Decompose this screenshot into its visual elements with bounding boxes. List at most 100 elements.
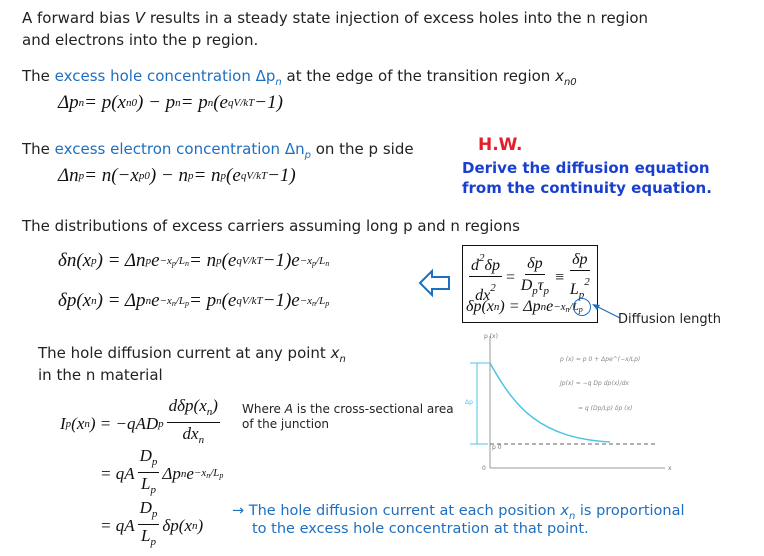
eq-subscript: n [208,97,214,109]
eq-term: n [145,295,152,307]
eq-term: −1)e [262,250,300,271]
eq-term: n [493,301,500,313]
eq-term: −1)e [262,290,300,311]
eq-subscript: p0 [139,170,150,182]
diffusion-equation: d2δp dx2 = δp Dpτp ≡ δp Lp2 [466,248,595,307]
homework-line1: Derive the diffusion equation [462,159,710,177]
eq-subscript: p [312,259,316,268]
eq-term: = qA [100,463,135,483]
eq-term: −x [193,467,207,479]
eq-term: Δp [58,92,79,113]
homework-title: H.W. [478,135,523,155]
eq-term: p [145,255,152,267]
eq-term: p [151,508,158,520]
eq-subscript: n [79,97,85,109]
eq-term: n [180,467,187,480]
eq-term: Δn [58,165,79,186]
eq-term: δp(x [162,515,192,535]
eq-term: ) − n [149,165,188,186]
eq-term: ) = −qAD [89,413,159,433]
eq-subscript: p [152,456,158,468]
eq-superscript: −xp/Ln [300,255,330,268]
eq-term: p [158,417,164,430]
eq-term: ) = Δp [96,290,146,311]
graph-ylabel: p (x) [484,333,498,340]
eq-term: ) [197,515,204,535]
diffusion-equation-box: d2δp dx2 = δp Dpτp ≡ δp Lp2 δp(x n) = Δp n e −x… [462,245,598,323]
conclusion-line1: → The hole diffusion current at each pos… [232,503,685,522]
eq-subscript: n [146,295,152,307]
electron-concentration-text: The excess electron concentration Δnp on… [22,140,414,161]
eq-fraction: Dp Lp [137,498,160,553]
graph-xlabel: x [668,465,672,472]
eq-term: (e [213,92,228,113]
left-arrow-icon [418,268,450,298]
eq-term: p [216,255,222,267]
eq-subscript: p [146,255,152,267]
eq-term: = [504,268,516,286]
eq-subscript: n [541,301,547,313]
where-text-line1: Where A is the cross-sectional area [242,402,454,416]
eq-term: L [141,474,151,493]
eq-term: p [219,471,224,480]
eq-superscript: 2 [490,282,496,294]
current-text-line1: The hole diffusion current at any point … [38,344,346,365]
eq-term: −x [299,254,313,267]
pointer-arrow-icon [592,304,621,319]
eq-numerator: d2δp [469,248,502,277]
eq-term: = n [189,250,217,271]
eq-term: p [312,258,317,268]
eq-subscript: n [192,520,198,532]
eq-subscript: p [188,170,194,182]
graph-formula-2: Jp(x) = −q Dp dp(x)/dx [559,380,629,387]
eq-fraction: dδp(xn) dxn [166,396,220,451]
eq-subscript: n [172,299,176,308]
eq-term: = p [180,92,208,113]
eq-term: n [206,406,213,418]
eq-term: −x [159,254,172,267]
eq-numerator: δp [525,254,545,275]
eq-term: n [78,97,85,109]
eq-term: ) [212,396,218,415]
eq-term: Δp [162,463,181,483]
eq-term: n [175,97,181,109]
eq-subscript: n [181,468,187,480]
eq-term: e [186,463,194,483]
eq-term: p [171,258,176,268]
graph-p0-label: p 0 [492,444,502,451]
eq-superscript: qV/kT [241,170,267,182]
eq-subscript: n [199,434,205,446]
eq-subscript: p [185,299,189,308]
eq-term: = p(x [84,92,126,113]
eq-term: δp(x [466,298,494,315]
eq-term: dx [182,424,199,443]
eq-term: e [151,250,160,271]
eq-subscript: n [185,259,189,268]
eq-denominator: Dpτp [519,275,551,302]
eq-term: e [546,298,554,315]
eq-term: n [192,519,198,532]
eq-superscript: −xn/Lp [194,467,224,480]
eq-term: 2 [490,282,496,294]
hole-concentration-text: The excess hole concentration Δpn at the… [22,67,577,88]
equation-electron-distribution: δn(x p) = Δn p e −xp/Ln = n p (e qV/kT −1)e −xp/… [58,250,329,272]
eq-term: p [65,417,72,430]
homework-line2: from the continuity equation. [462,179,712,197]
graph-formula-3: = q (Dp/Lp) δp (x) [578,405,632,412]
eq-term: d [471,257,479,274]
eq-term: 2 [479,252,485,264]
eq-term: = n [193,165,221,186]
eq-term: /L [316,254,326,267]
eq-term: dδp(x [168,396,207,415]
decay-curve [489,362,611,443]
eq-term: /L [175,294,185,307]
eq-subscript: n [175,97,181,109]
eq-term: n [206,471,211,480]
eq-term: D [139,446,152,465]
eq-term: /L [210,467,220,479]
eq-term: p [220,170,227,182]
